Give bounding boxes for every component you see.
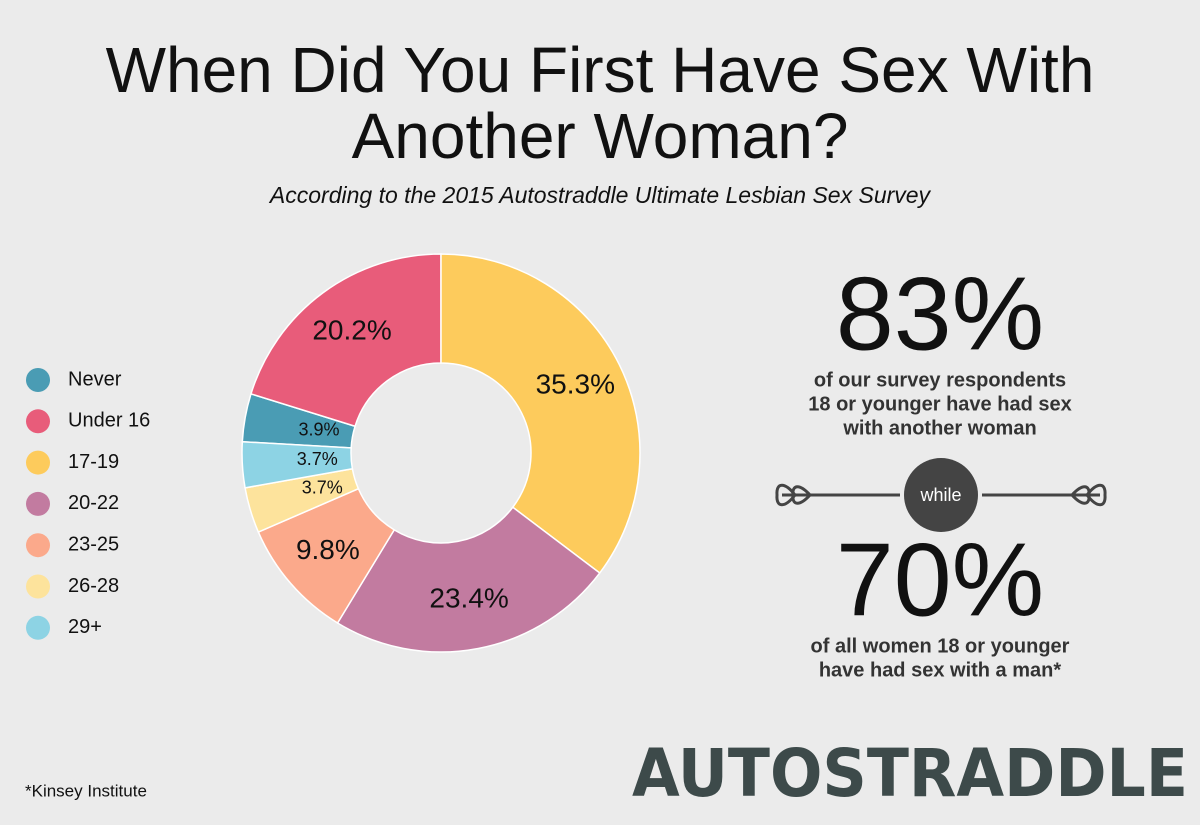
chart-subtitle: According to the 2015 Autostraddle Ultim… <box>268 182 932 208</box>
legend-label: 26-28 <box>68 575 119 597</box>
legend-label: Under 16 <box>68 410 150 432</box>
data-label: 23.4% <box>429 583 508 614</box>
connector-circle <box>904 458 978 532</box>
legend-label: 20-22 <box>68 492 119 514</box>
connector-text: while <box>919 485 961 505</box>
legend-swatch <box>26 491 50 516</box>
legend-label: Never <box>68 368 122 390</box>
legend-swatch <box>26 450 50 475</box>
legend-swatch <box>26 574 50 599</box>
legend-label: 29+ <box>68 616 102 638</box>
donut-slice <box>440 253 641 575</box>
data-label: 3.7% <box>302 477 343 497</box>
legend-label: 23-25 <box>68 533 119 555</box>
stat-text: have had sex with a man* <box>819 659 1062 681</box>
stat-text: with another woman <box>842 417 1036 439</box>
donut-slice <box>241 440 354 489</box>
legend-label: 17-19 <box>68 451 119 473</box>
data-label: 9.8% <box>296 534 360 565</box>
data-label: 3.7% <box>297 449 338 469</box>
footnote: *Kinsey Institute <box>25 781 147 800</box>
stat-text: of all women 18 or younger <box>811 635 1070 657</box>
data-label: 3.9% <box>298 420 339 440</box>
arrows <box>775 483 1107 507</box>
legend-swatch <box>26 533 50 558</box>
stat-value: 70% <box>836 522 1044 638</box>
data-label: 20.2% <box>312 315 391 346</box>
legend-swatch <box>26 409 50 434</box>
stat-value: 83% <box>836 256 1044 372</box>
logo: AUTOSTRADDLE <box>632 735 1188 812</box>
donut-slice <box>250 253 442 428</box>
stat-text: 18 or younger have had sex <box>808 393 1071 415</box>
data-label: 35.3% <box>536 369 615 400</box>
chart-title: When Did You First Have Sex With Another … <box>106 34 1095 172</box>
donut-slice <box>336 506 601 653</box>
stat-text: of our survey respondents <box>814 369 1066 391</box>
legend-swatch <box>26 368 50 392</box>
legend-swatch <box>26 615 50 640</box>
